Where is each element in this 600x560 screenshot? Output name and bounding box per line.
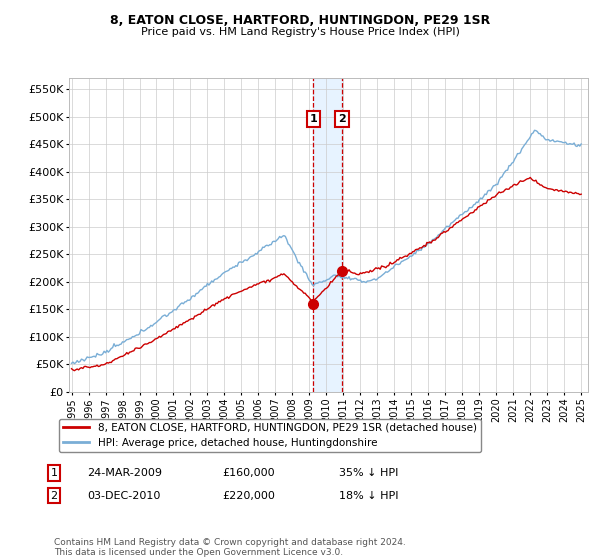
Text: 2: 2	[50, 491, 58, 501]
Text: Contains HM Land Registry data © Crown copyright and database right 2024.
This d: Contains HM Land Registry data © Crown c…	[54, 538, 406, 557]
Text: £220,000: £220,000	[222, 491, 275, 501]
Bar	[313, 78, 342, 392]
Text: £160,000: £160,000	[222, 468, 275, 478]
Text: 1: 1	[50, 468, 58, 478]
Text: 8, EATON CLOSE, HARTFORD, HUNTINGDON, PE29 1SR: 8, EATON CLOSE, HARTFORD, HUNTINGDON, PE…	[110, 14, 490, 27]
Text: 18% ↓ HPI: 18% ↓ HPI	[339, 491, 398, 501]
Text: 03-DEC-2010: 03-DEC-2010	[87, 491, 160, 501]
Text: 2: 2	[338, 114, 346, 124]
Text: 35% ↓ HPI: 35% ↓ HPI	[339, 468, 398, 478]
Legend: 8, EATON CLOSE, HARTFORD, HUNTINGDON, PE29 1SR (detached house), HPI: Average pr: 8, EATON CLOSE, HARTFORD, HUNTINGDON, PE…	[59, 419, 481, 452]
Text: 1: 1	[310, 114, 317, 124]
Text: 24-MAR-2009: 24-MAR-2009	[87, 468, 162, 478]
Text: Price paid vs. HM Land Registry's House Price Index (HPI): Price paid vs. HM Land Registry's House …	[140, 27, 460, 37]
